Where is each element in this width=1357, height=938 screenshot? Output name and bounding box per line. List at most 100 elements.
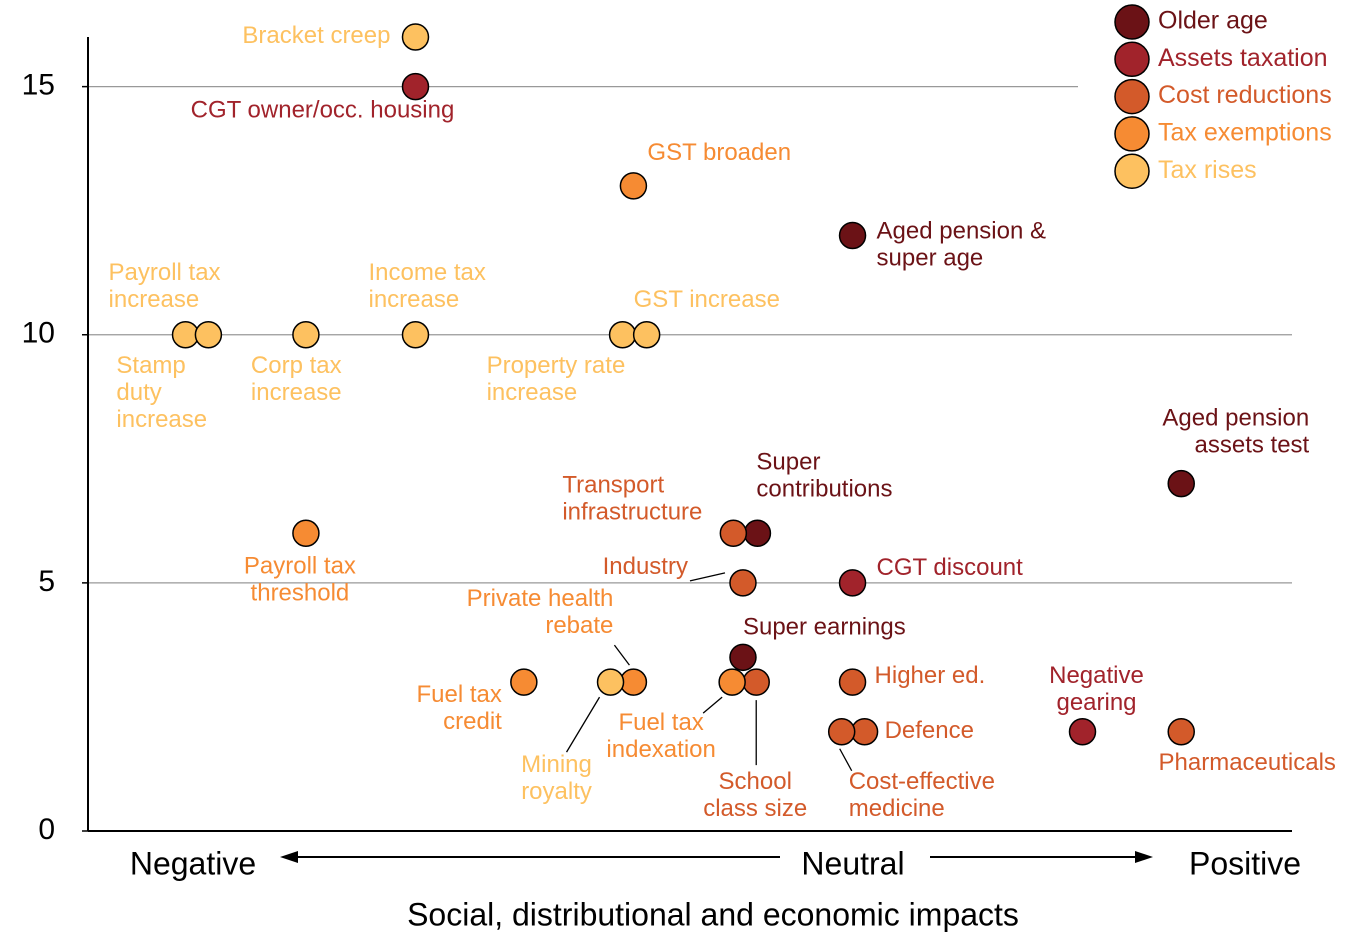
- point: [171, 321, 200, 349]
- legend-label: Cost reductions: [1158, 81, 1332, 109]
- legend-label: Older age: [1158, 7, 1268, 35]
- point: [838, 221, 867, 250]
- labels: Aged pension & super age Super contribution…: [109, 22, 1336, 822]
- point-label: Aged pension assets test: [1162, 405, 1309, 459]
- x-axis-label: Neutral: [801, 845, 904, 881]
- point: [292, 519, 320, 547]
- point: [608, 321, 637, 349]
- point: [596, 668, 625, 696]
- point-label-line: rebate: [545, 612, 613, 639]
- point: [1167, 469, 1195, 498]
- point-label-line: royalty: [521, 778, 592, 805]
- point-label-line: increase: [251, 379, 342, 406]
- point-label-line: class size: [703, 795, 807, 822]
- point-label-line: Higher ed.: [875, 662, 986, 689]
- point-label-line: Negative: [1049, 662, 1144, 689]
- point-label-line: Aged pension &: [877, 218, 1046, 245]
- point-label-line: gearing: [1056, 689, 1136, 716]
- point-label: Transport infrastructure: [562, 472, 702, 526]
- point-label: Payroll tax increase: [109, 259, 221, 313]
- point-label-line: increase: [368, 286, 459, 313]
- leader-line: [613, 644, 630, 666]
- point-label-line: Super: [756, 449, 820, 476]
- point-label: CGT owner/occ. housing: [191, 97, 455, 124]
- point: [718, 668, 746, 696]
- y-tick-label: 5: [38, 565, 55, 598]
- point: [838, 569, 867, 597]
- point-label: Private health rebate: [467, 585, 614, 639]
- y-tick-label: 10: [22, 317, 55, 350]
- points: [171, 23, 1195, 746]
- point-label-line: increase: [116, 406, 207, 433]
- point-label: Higher ed.: [875, 662, 986, 689]
- point-label-line: indexation: [606, 736, 715, 763]
- x-axis-label: Positive: [1189, 845, 1301, 881]
- point-label-line: Fuel tax: [618, 709, 703, 736]
- point-label-line: Payroll tax: [109, 259, 221, 286]
- point-label: GST increase: [634, 286, 780, 313]
- legend-label: Tax exemptions: [1158, 119, 1332, 147]
- legend-marker: [1114, 78, 1150, 115]
- point-label-line: assets test: [1195, 432, 1310, 459]
- point-label: Industry: [603, 553, 688, 580]
- point-label: GST broaden: [647, 139, 791, 166]
- point: [743, 519, 772, 547]
- point-label: Negative gearing: [1049, 662, 1144, 716]
- point-label-line: credit: [443, 708, 502, 735]
- point-label: Bracket creep: [242, 22, 390, 49]
- point-label: Pharmaceuticals: [1159, 749, 1336, 776]
- point: [401, 72, 430, 101]
- point: [719, 519, 748, 547]
- point-label-line: Pharmaceuticals: [1159, 749, 1336, 776]
- point-label-line: School: [719, 768, 792, 795]
- point-label: Cost-effective medicine: [849, 768, 995, 822]
- arrow-right: [930, 851, 1153, 863]
- point-label: Defence: [885, 717, 974, 744]
- point-label-line: increase: [109, 286, 200, 313]
- point: [838, 668, 867, 696]
- point-label-line: GST broaden: [647, 139, 791, 166]
- point-label-line: duty: [116, 379, 161, 406]
- point-label: Corp tax increase: [251, 352, 342, 406]
- point-label: Income tax increase: [368, 259, 485, 313]
- y-tick-label: 15: [22, 69, 55, 102]
- point-label-line: Private health: [467, 585, 614, 612]
- legend-label: Assets taxation: [1158, 44, 1328, 72]
- point: [401, 321, 430, 349]
- point: [292, 321, 320, 349]
- point: [729, 569, 757, 597]
- point-label: Payroll tax threshold: [244, 553, 356, 607]
- point-label-line: Industry: [603, 553, 688, 580]
- point-label-line: Bracket creep: [242, 22, 390, 49]
- leader-line: [689, 572, 726, 582]
- point-label: Super earnings: [743, 614, 906, 641]
- legend-marker: [1114, 153, 1150, 189]
- point: [742, 668, 770, 696]
- leader-line: [702, 696, 723, 714]
- point-label-line: GST increase: [634, 286, 780, 313]
- point: [729, 643, 757, 672]
- legend-marker: [1114, 41, 1150, 78]
- point-label-line: Payroll tax: [244, 553, 356, 580]
- arrow-left: [280, 851, 780, 863]
- point: [1068, 718, 1097, 746]
- point-label-line: Property rate: [487, 352, 626, 379]
- point: [194, 321, 223, 349]
- point-label-line: Cost-effective: [849, 768, 995, 795]
- point-label-line: Income tax: [368, 259, 485, 286]
- point-label-line: CGT owner/occ. housing: [191, 97, 455, 124]
- leader-line: [565, 696, 601, 753]
- point-label-line: medicine: [849, 795, 945, 822]
- point-label: School class size: [703, 768, 807, 822]
- point-label-line: Mining: [521, 751, 592, 778]
- point: [632, 321, 661, 349]
- point-label: Aged pension & super age: [877, 218, 1046, 272]
- point-label-line: Stamp: [116, 352, 185, 379]
- point-label-line: Aged pension: [1162, 405, 1309, 432]
- legend-marker: [1114, 116, 1150, 152]
- point: [619, 668, 648, 696]
- point-label: CGT discount: [877, 554, 1024, 581]
- legend: Older age Assets taxation Cost reductions T…: [1114, 4, 1332, 189]
- point-label: Super contributions: [756, 449, 892, 503]
